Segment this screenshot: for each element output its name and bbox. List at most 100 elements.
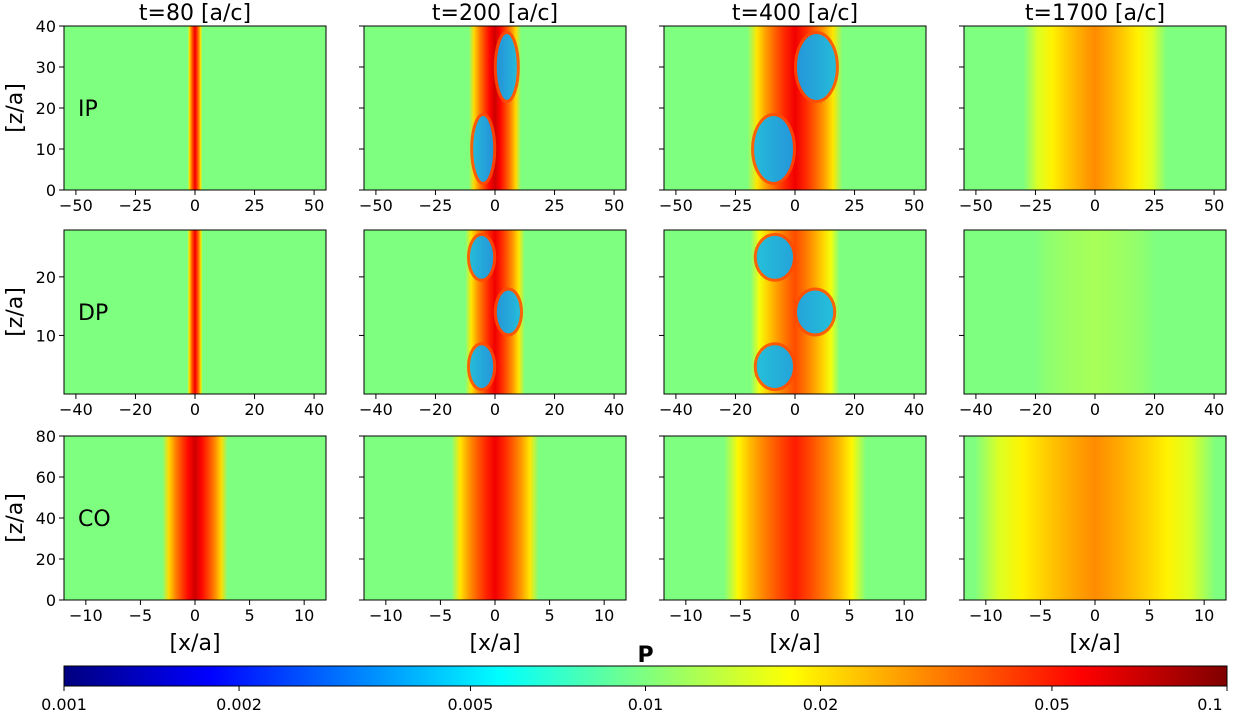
vortex: [753, 342, 797, 392]
x-tick-label: 50: [304, 196, 324, 215]
vortex: [493, 287, 523, 337]
x-tick-label: 40: [1204, 400, 1224, 419]
mixing-layer-band: [1035, 230, 1155, 394]
colorbar-bar: [63, 665, 1228, 687]
x-tick-label: 25: [844, 196, 864, 215]
x-axis-label: [x/a]: [469, 631, 520, 656]
x-tick-label: −20: [1019, 400, 1053, 419]
x-axis-label: [x/a]: [1069, 631, 1120, 656]
mixing-layer-band: [724, 436, 866, 600]
y-tick-label: 0: [46, 591, 56, 610]
vortex: [467, 342, 497, 392]
x-tick-label: 0: [190, 606, 200, 625]
x-tick-label: 5: [1144, 606, 1154, 625]
colorbar-label: P: [637, 643, 653, 668]
column-title: t=1700 [a/c]: [1025, 1, 1165, 26]
x-tick-label: 10: [294, 606, 314, 625]
panel-co-t1700: −10 −5 0 5 10 [x/a]: [959, 435, 1227, 656]
panel-co-t400: −10 −5 0 5 10 [x/a]: [659, 435, 927, 656]
vortex: [793, 31, 839, 103]
x-tick-label: 0: [490, 196, 500, 215]
x-tick-label: 20: [844, 400, 864, 419]
vortex: [793, 287, 837, 337]
panel-ip-t80: −50 −25 0 25 50 0 10 20 30 40: [36, 17, 327, 215]
x-tick-label: −25: [419, 196, 453, 215]
mixing-layer: [1023, 26, 1167, 190]
y-tick-label: 10: [36, 140, 56, 159]
mixing-layer: [451, 436, 539, 600]
panel-ip-t200: −50 −25 0 25 50: [359, 25, 627, 215]
y-axis-label: [z/a]: [3, 287, 28, 337]
x-tick-label: 25: [244, 196, 264, 215]
y-tick-label: 20: [36, 268, 56, 287]
x-tick-label: 0: [790, 606, 800, 625]
x-tick-label: −25: [119, 196, 153, 215]
colorbar-tick-label: 0.002: [216, 695, 262, 714]
panel-grid: t=80 [a/c] t=200 [a/c] t=400 [a/c] t=1700 […: [3, 1, 1227, 656]
column-title: t=200 [a/c]: [432, 1, 558, 26]
mixing-layer-band: [451, 436, 539, 600]
x-tick-label: 0: [490, 606, 500, 625]
x-tick-label: −25: [719, 196, 753, 215]
colorbar-tick-label: 0.01: [628, 695, 664, 714]
mixing-layer: [974, 436, 1216, 600]
mixing-layer: [747, 26, 843, 190]
vortex: [753, 232, 797, 282]
x-tick-label: −50: [359, 196, 393, 215]
x-tick-label: −20: [119, 400, 153, 419]
x-tick-label: −40: [59, 400, 93, 419]
panel-dp-t1700: −40 −20 0 20 40: [959, 229, 1227, 419]
y-tick-label: 30: [36, 58, 56, 77]
x-tick-label: 0: [790, 196, 800, 215]
colorbar-tick-label: 0.1: [1197, 695, 1222, 714]
column-title: t=80 [a/c]: [139, 1, 251, 26]
x-tick-label: 0: [1090, 196, 1100, 215]
panel-ip-t400: −50 −25 0 25 50: [659, 25, 927, 215]
row-label: CO: [78, 507, 111, 532]
mixing-layer: [468, 26, 522, 190]
x-tick-label: −5: [429, 606, 453, 625]
y-tick-label: 40: [36, 509, 56, 528]
mixing-layer: [724, 436, 866, 600]
x-tick-label: 25: [1144, 196, 1164, 215]
x-tick-label: −5: [129, 606, 153, 625]
y-tick-label: 60: [36, 468, 56, 487]
x-tick-label: −40: [659, 400, 693, 419]
x-tick-label: −40: [359, 400, 393, 419]
x-tick-label: −10: [69, 606, 103, 625]
colorbar-tick-label: 0.05: [1034, 695, 1070, 714]
row-label: IP: [78, 97, 98, 122]
x-tick-label: 50: [1204, 196, 1224, 215]
x-tick-label: −25: [1019, 196, 1053, 215]
y-tick-label: 20: [36, 99, 56, 118]
x-tick-label: 0: [1090, 606, 1100, 625]
panel-dp-t80: −40 −20 0 20 40 10 20: [36, 229, 327, 419]
x-tick-label: 40: [604, 400, 624, 419]
x-axis-label: [x/a]: [169, 631, 220, 656]
x-axis-label: [x/a]: [769, 631, 820, 656]
panel-co-t200: −10 −5 0 5 10 [x/a]: [359, 435, 627, 656]
x-tick-label: 0: [1090, 400, 1100, 419]
x-tick-label: −5: [729, 606, 753, 625]
mixing-layer: [750, 230, 840, 394]
vortex: [751, 113, 797, 185]
vortex: [493, 31, 520, 103]
x-tick-label: −20: [719, 400, 753, 419]
x-tick-label: 0: [190, 196, 200, 215]
x-tick-label: 0: [190, 400, 200, 419]
mixing-layer: [465, 230, 525, 394]
panel-dp-t400: −40 −20 0 20 40: [659, 229, 927, 419]
y-axis-label: [z/a]: [3, 83, 28, 133]
colorbar-tick-label: 0.001: [41, 695, 87, 714]
x-tick-label: −40: [959, 400, 993, 419]
mixing-layer: [1035, 230, 1155, 394]
x-tick-label: 5: [244, 606, 254, 625]
panel-ip-t1700: −50 −25 0 25 50: [959, 25, 1227, 215]
x-tick-label: 20: [244, 400, 264, 419]
x-tick-label: −50: [659, 196, 693, 215]
x-tick-label: 40: [304, 400, 324, 419]
x-tick-label: −10: [969, 606, 1003, 625]
y-tick-label: 40: [36, 17, 56, 36]
y-tick-label: 0: [46, 181, 56, 200]
x-tick-label: 20: [1144, 400, 1164, 419]
